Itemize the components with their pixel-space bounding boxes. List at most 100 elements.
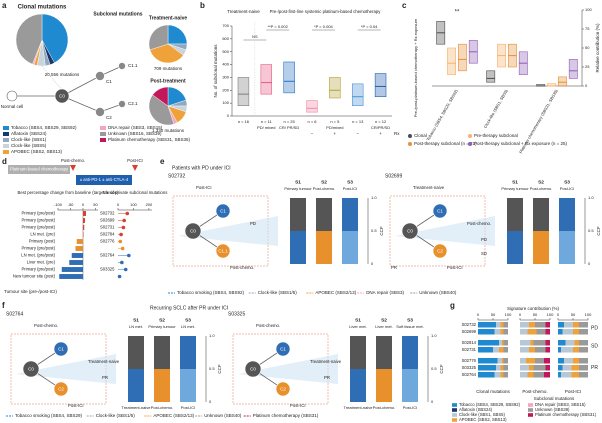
bar-segment bbox=[478, 347, 493, 353]
y-tick-label: S03325 bbox=[462, 365, 477, 370]
legend-label: Clock-like (SBS1/5) bbox=[258, 290, 298, 295]
legend-label: Platinum chemotherapy (SBS31) bbox=[253, 413, 319, 418]
legend-label: Tobacco smoking (SBS4, SBS92) bbox=[177, 290, 245, 295]
panel-label: f bbox=[2, 301, 5, 310]
x-tick-label: 100 bbox=[505, 312, 512, 317]
stage-label: Post-chemo. bbox=[151, 405, 173, 410]
node bbox=[275, 341, 291, 357]
bar-segment bbox=[500, 365, 504, 371]
connector bbox=[41, 65, 63, 91]
y-tick-label: S02732 bbox=[462, 322, 477, 327]
case-id: S03325 bbox=[228, 311, 245, 317]
bar-segment bbox=[558, 329, 563, 335]
bar-segment bbox=[535, 322, 546, 328]
bar-segment bbox=[502, 358, 504, 364]
bar-segment bbox=[561, 372, 572, 378]
x-tick-label: n = 25 bbox=[284, 119, 296, 124]
bar-segment bbox=[562, 365, 572, 371]
panel-label: g bbox=[450, 301, 455, 310]
box bbox=[374, 73, 387, 98]
ccf-block bbox=[342, 198, 358, 231]
tree-label: Normal cell bbox=[1, 104, 24, 109]
ccf-block bbox=[154, 369, 170, 402]
y-tick-label: Primary (post) bbox=[29, 239, 56, 244]
ccf-tick: 1.0 bbox=[371, 195, 377, 200]
timepoint-marker bbox=[70, 165, 76, 171]
pie-slice bbox=[148, 24, 169, 51]
bar-segment bbox=[520, 365, 529, 371]
bar-segment bbox=[529, 365, 534, 371]
legend-label: Unknown (SBS16, SBS39) bbox=[108, 131, 162, 136]
bar-segment bbox=[527, 372, 534, 378]
legend-label: APOBEC (SBS2/13) bbox=[315, 290, 356, 295]
timepoint-label: Post-ICI bbox=[127, 158, 143, 163]
case-id: S02699 bbox=[385, 173, 402, 179]
annotation: PD bbox=[481, 237, 487, 242]
bar-segment bbox=[573, 347, 579, 353]
group-label: SD bbox=[591, 344, 598, 350]
dot bbox=[118, 239, 123, 244]
legend-swatch bbox=[3, 132, 9, 136]
legend-swatch bbox=[100, 138, 106, 142]
bar-segment bbox=[496, 322, 501, 328]
bar-segment bbox=[579, 358, 588, 364]
sample-id: S1 bbox=[133, 317, 139, 323]
box bbox=[351, 83, 364, 107]
bar-segment bbox=[503, 329, 508, 335]
bar-segment bbox=[558, 322, 564, 328]
bar-segment bbox=[558, 372, 561, 378]
ccf-block bbox=[507, 198, 523, 231]
clone-ribbon bbox=[238, 354, 338, 384]
significance: ** bbox=[455, 10, 460, 16]
y-tick-label: 50 bbox=[585, 45, 590, 50]
bar-segment bbox=[493, 347, 499, 353]
bar bbox=[61, 267, 83, 272]
legend-label: Clonal bbox=[414, 133, 427, 138]
group-label: PD/mixed bbox=[326, 125, 343, 130]
y-tick-label: New tumour site (post) bbox=[13, 274, 56, 279]
count-label: 1,330 mutations bbox=[152, 128, 185, 133]
x-tick-label: 50 bbox=[533, 312, 538, 317]
box bbox=[329, 77, 341, 99]
y-tick-label: S02699 bbox=[462, 329, 477, 334]
stage-label: Treatment-naive bbox=[122, 405, 152, 410]
bar-segment bbox=[558, 358, 564, 364]
sample-id: S3 bbox=[564, 179, 570, 185]
rx-label: − bbox=[356, 131, 359, 136]
column-title: Post-chemo. bbox=[522, 389, 547, 394]
dot bbox=[122, 218, 126, 223]
stage-label: Post-ICI bbox=[403, 405, 417, 410]
group-label: PD bbox=[591, 326, 598, 332]
ccf-block bbox=[350, 369, 366, 402]
clone-ribbon bbox=[178, 216, 278, 246]
legend-label: Post-therapy subclonal + Rx exposure (n … bbox=[474, 141, 568, 146]
ccf-tick: 0 bbox=[588, 261, 591, 266]
x-tick-label: Tobacco (SBS4, SBS29, SBS92) bbox=[425, 88, 459, 142]
sample-name: Liver met. bbox=[349, 324, 367, 329]
sample-name: Soft tissue met. bbox=[396, 324, 424, 329]
subtitle: Patients with PD under ICI bbox=[172, 165, 231, 171]
legend-label: Clock-like (SBS1/5) bbox=[96, 413, 136, 418]
bar-segment bbox=[544, 372, 550, 378]
bar-segment bbox=[478, 340, 499, 346]
y-tick-label: Primary (pre/post) bbox=[21, 225, 55, 230]
panel-label: e bbox=[160, 157, 165, 166]
bar-segment bbox=[503, 365, 508, 371]
ccf-title: CCF bbox=[439, 364, 444, 373]
clone-label: C2.1 bbox=[128, 101, 138, 106]
x-tick-label: 100 bbox=[585, 312, 592, 317]
x-tick-label: 0 bbox=[82, 202, 85, 207]
timepoint-marker bbox=[132, 165, 138, 171]
bar-segment bbox=[503, 358, 508, 364]
legend-label: Platinum chemotherapy (SBS31) bbox=[535, 412, 597, 417]
node bbox=[95, 107, 105, 117]
ccf-block bbox=[128, 369, 144, 402]
panel-label: b bbox=[200, 1, 205, 10]
bar-segment bbox=[579, 340, 588, 346]
bar-segment bbox=[571, 365, 579, 371]
bar-segment bbox=[503, 340, 508, 346]
bar-segment bbox=[520, 329, 528, 335]
clone-label: C0 bbox=[250, 367, 256, 372]
x-tick-label: 200 bbox=[146, 202, 153, 207]
legend-label: Tobacco (SBS4, SBS29, SBS92) bbox=[459, 402, 521, 407]
